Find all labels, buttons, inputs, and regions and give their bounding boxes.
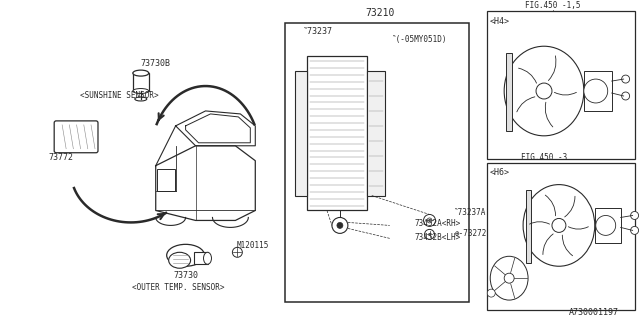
Text: 73452A<RH>: 73452A<RH> [415,219,461,228]
Text: ⊕-73272: ⊕-73272 [454,229,487,238]
Circle shape [552,219,566,232]
Circle shape [232,247,243,257]
Circle shape [536,83,552,99]
Circle shape [337,222,343,228]
Circle shape [427,218,432,223]
Text: M120115: M120115 [237,241,269,250]
Text: FIG.450 -1,5: FIG.450 -1,5 [525,1,580,10]
Bar [595,207,621,243]
Bar [487,12,635,159]
Text: 73772: 73772 [49,153,74,162]
Circle shape [332,218,348,233]
Circle shape [596,215,616,236]
Bar [487,163,635,310]
Text: 73210: 73210 [365,8,394,18]
Bar [506,53,512,131]
Ellipse shape [169,252,191,268]
Bar [526,189,531,263]
Circle shape [630,227,639,234]
Bar [193,252,207,264]
Text: <OUTER TEMP. SENSOR>: <OUTER TEMP. SENSOR> [132,283,225,292]
Circle shape [630,212,639,220]
Bar [295,71,307,196]
Circle shape [621,92,630,100]
Text: ‶73237A: ‶73237A [454,208,487,217]
Bar [133,73,148,91]
Text: 73730B: 73730B [141,59,171,68]
Circle shape [424,229,435,239]
Bar [367,71,385,196]
Text: ‶(-05MY051D): ‶(-05MY051D) [392,35,447,44]
Bar [157,169,175,191]
Bar [584,71,612,111]
Circle shape [621,75,630,83]
Text: <H4>: <H4> [489,17,509,26]
Ellipse shape [204,252,211,264]
Text: 73730: 73730 [173,271,198,280]
FancyBboxPatch shape [54,121,98,153]
Bar [307,56,367,211]
Ellipse shape [133,89,148,93]
Text: FIG.450 -3: FIG.450 -3 [521,153,567,162]
Circle shape [504,273,514,283]
Bar [285,23,469,302]
Ellipse shape [135,97,147,101]
Circle shape [584,79,608,103]
Circle shape [424,214,435,227]
Ellipse shape [166,244,205,266]
Text: <H6>: <H6> [489,168,509,177]
Ellipse shape [133,70,148,76]
Text: 73452B<LH>: 73452B<LH> [415,233,461,242]
Text: ‶73237: ‶73237 [303,27,333,36]
Circle shape [487,289,495,297]
Text: <SUNSHINE SENSOR>: <SUNSHINE SENSOR> [79,92,158,100]
Text: A730001197: A730001197 [569,308,619,316]
